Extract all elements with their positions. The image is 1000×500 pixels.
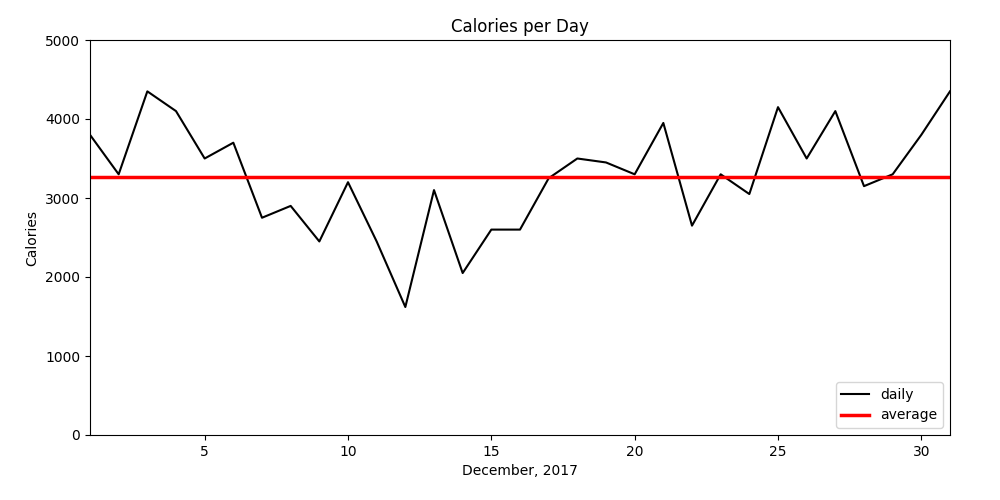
daily xyxy=(858,183,870,189)
daily xyxy=(199,156,211,162)
daily xyxy=(571,156,583,162)
daily xyxy=(113,172,125,177)
daily xyxy=(829,108,841,114)
daily xyxy=(944,88,956,94)
daily xyxy=(915,132,927,138)
daily xyxy=(887,172,899,177)
daily xyxy=(227,140,239,145)
X-axis label: December, 2017: December, 2017 xyxy=(462,464,578,478)
daily xyxy=(457,270,469,276)
daily xyxy=(715,172,727,177)
daily xyxy=(485,226,497,232)
Y-axis label: Calories: Calories xyxy=(26,210,40,266)
average xyxy=(55,174,67,180)
daily xyxy=(84,132,96,138)
daily xyxy=(313,238,325,244)
Line: daily: daily xyxy=(90,92,950,307)
daily xyxy=(170,108,182,114)
daily xyxy=(141,88,153,94)
daily xyxy=(428,187,440,193)
average xyxy=(84,174,96,180)
daily xyxy=(543,176,555,182)
daily xyxy=(342,179,354,185)
daily xyxy=(514,226,526,232)
daily xyxy=(772,104,784,110)
daily xyxy=(801,156,813,162)
daily xyxy=(399,304,411,310)
daily xyxy=(371,238,383,244)
daily xyxy=(629,172,641,177)
daily xyxy=(285,203,297,209)
Legend: daily, average: daily, average xyxy=(836,382,943,428)
daily xyxy=(657,120,669,126)
daily xyxy=(743,191,755,197)
daily xyxy=(600,160,612,166)
daily xyxy=(686,222,698,228)
daily xyxy=(256,215,268,221)
Title: Calories per Day: Calories per Day xyxy=(451,18,589,36)
